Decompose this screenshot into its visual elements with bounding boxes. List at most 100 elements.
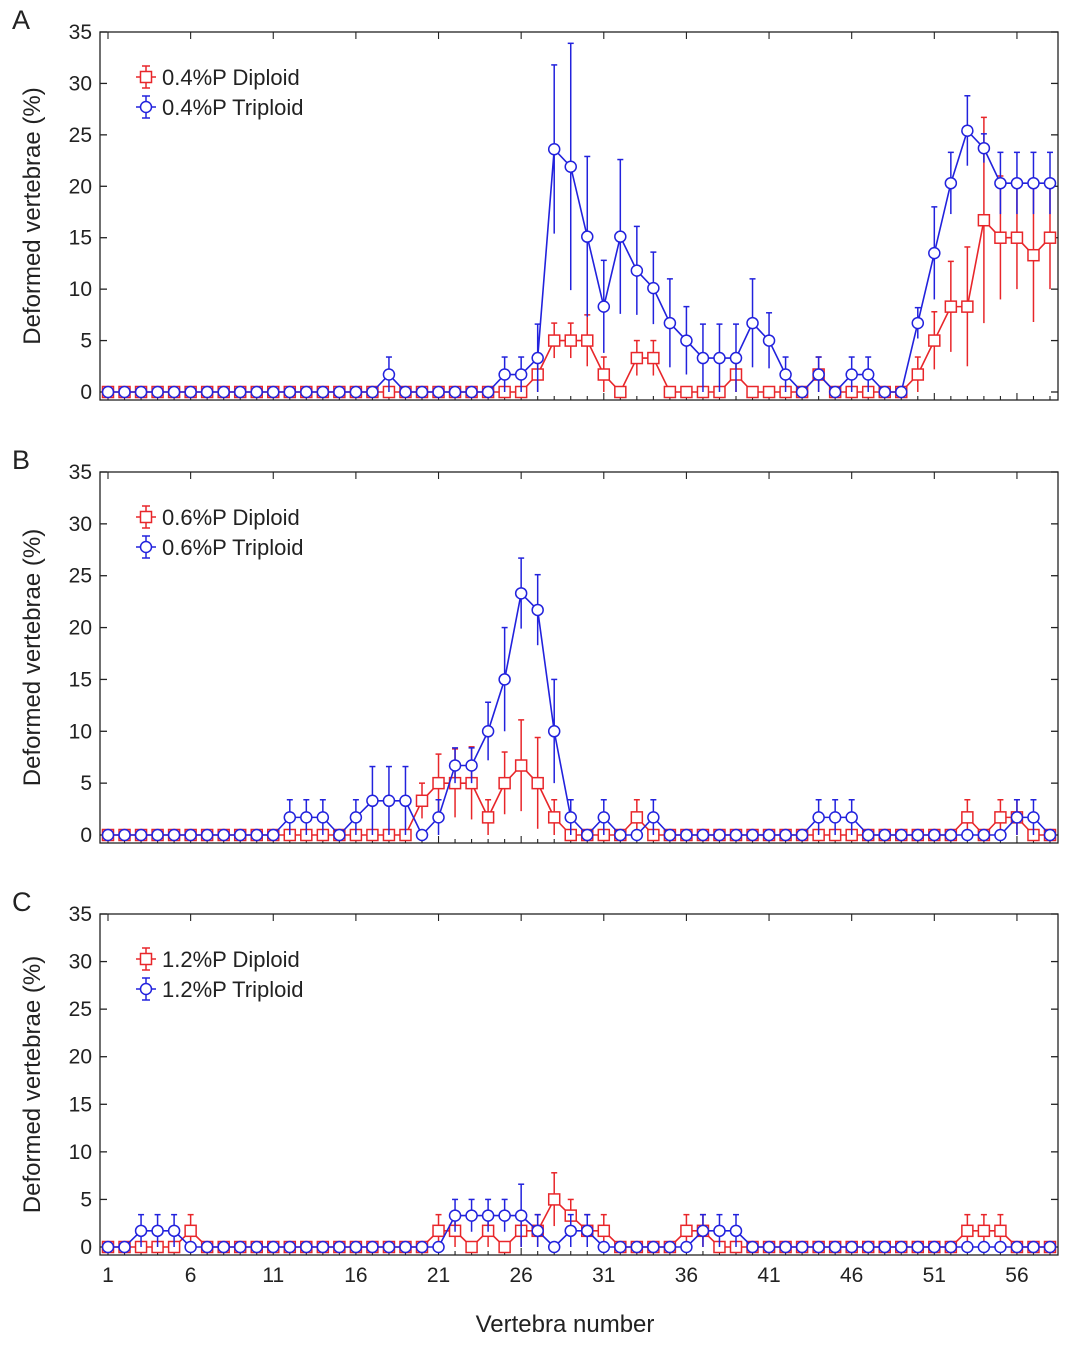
panel-c-letter: C	[12, 887, 32, 917]
panel-a-series-diploid-point	[1027, 248, 1040, 262]
panel-a-series-diploid-point	[928, 334, 941, 347]
panel-b-series-triploid-point	[911, 828, 925, 842]
panel-c-series-triploid-point	[267, 1240, 280, 1254]
panel-a-series-diploid-point	[630, 351, 644, 365]
panel-a-series-triploid-point	[845, 368, 858, 381]
panel-b-series-triploid-point	[531, 603, 544, 617]
panel-a-series-diploid-point	[1010, 231, 1024, 244]
panel-c-series-triploid-point	[333, 1240, 346, 1254]
panel-b-y-tick-label: 25	[69, 565, 92, 588]
panel-c-x-tick-label: 46	[840, 1264, 863, 1287]
panel-c-series-triploid-point	[779, 1240, 792, 1254]
panel-c-series-triploid-point	[614, 1240, 627, 1254]
panel-a-series-diploid-point	[1043, 231, 1057, 244]
panel-c-series-diploid-point	[597, 1224, 611, 1238]
panel-a-series-triploid-point	[250, 385, 263, 399]
panel-a-series-triploid-point	[795, 385, 809, 399]
panel-b-y-tick-label: 0	[80, 824, 92, 847]
panel-b-series-triploid-point	[994, 828, 1007, 842]
panel-a-series-triploid-point	[564, 160, 577, 173]
panel-a-series-diploid-point	[663, 385, 677, 399]
panel-c-series-triploid-point	[547, 1240, 561, 1254]
panel-b-series-triploid	[101, 557, 1057, 842]
panel-a-legend-diploid-label: 0.4%P Diploid	[162, 65, 300, 90]
panel-a-series-triploid-point	[729, 351, 743, 365]
panel-b-series-triploid-point	[696, 828, 710, 842]
panel-b-y-tick-label: 35	[69, 461, 92, 484]
panel-a-series-triploid-point	[101, 385, 115, 399]
panel-b-series-triploid-point	[729, 828, 743, 842]
panel-c-series-triploid-point	[184, 1240, 197, 1254]
panel-c-x-tick-label: 36	[675, 1264, 698, 1287]
panel-c-series-diploid-point	[184, 1224, 197, 1238]
panel-b-series-diploid-point	[547, 811, 561, 824]
panel-b-series-diploid-point	[481, 811, 495, 824]
panel-b-series-triploid-point	[630, 828, 644, 842]
panel-c-series-triploid	[101, 1183, 1057, 1254]
panel-b-y-tick-label: 10	[69, 720, 92, 743]
x-axis-title: Vertebra number	[476, 1311, 655, 1338]
panel-a-series-triploid	[101, 42, 1057, 399]
panel-c-x-tick-label: 26	[509, 1264, 532, 1287]
panel-b-series-triploid-point	[861, 828, 875, 842]
panel-c-series-triploid-point	[713, 1224, 726, 1238]
panel-a-chart: 0 5 10 15 20 25 30 35 A Deformed vertebrae (%) 0.4…	[12, 5, 1059, 404]
panel-a-series-diploid-point	[680, 385, 693, 399]
panel-c-series-triploid-point	[118, 1240, 131, 1254]
panel-c-series-triploid-point	[415, 1240, 429, 1254]
panel-c-series-triploid-point	[994, 1240, 1007, 1254]
panel-c-series-triploid-point	[349, 1240, 363, 1254]
panel-a-y-tick-label: 35	[69, 21, 92, 44]
panel-c-legend-diploid-label: 1.2%P Diploid	[162, 947, 300, 972]
panel-a-series-triploid-point	[994, 176, 1007, 190]
panel-b-series-triploid-point	[547, 725, 561, 738]
panel-b-series-triploid-point	[250, 828, 263, 842]
panel-a-series-triploid-point	[647, 281, 660, 295]
panel-b-series-triploid-point	[118, 828, 131, 842]
panel-b-series-triploid-point	[944, 828, 958, 842]
panel-a-series-triploid-point	[581, 230, 594, 243]
panel-b-y-tick-label: 15	[69, 668, 92, 691]
panel-a-y-axis-title: Deformed vertebrae (%)	[19, 87, 46, 344]
panel-b-series-triploid-point	[200, 828, 214, 842]
panel-a-series-diploid-point	[911, 368, 925, 381]
panel-b-series-triploid-point	[762, 828, 776, 842]
panel-b-legend-triploid-label: 0.6%P Triploid	[162, 535, 303, 560]
panel-c-series-triploid-point	[134, 1224, 148, 1238]
panel-a-series-triploid-point	[696, 351, 710, 365]
panel-a-series-triploid-point	[762, 334, 776, 347]
panel-c-x-tick-label: 21	[427, 1264, 450, 1287]
panel-a-series-triploid-point	[167, 385, 181, 399]
panel-a-series-triploid-point	[134, 385, 148, 399]
panel-a-series-triploid-point	[812, 368, 825, 381]
panel-a-series-triploid-point	[118, 385, 131, 399]
panel-c-series-triploid-point	[581, 1224, 594, 1238]
panel-b-chart: 0 5 10 15 20 25 30 35 B Deformed vertebrae (%) 0.6…	[12, 445, 1059, 847]
panel-a-legend-triploid-marker	[139, 100, 153, 114]
panel-c-y-tick-label: 20	[69, 1046, 92, 1069]
panel-b-series-triploid-point	[928, 828, 941, 842]
panel-c-series-triploid-point	[696, 1224, 710, 1238]
panel-c-series-diploid-point	[994, 1224, 1007, 1238]
panel-a-series-triploid-point	[878, 385, 891, 399]
panel-a-series-triploid-point	[316, 385, 330, 399]
panel-a-series-diploid-point	[944, 300, 958, 313]
panel-c-series-triploid-point	[283, 1240, 297, 1254]
panel-c-y-axis-title: Deformed vertebrae (%)	[19, 956, 46, 1213]
panel-b-series-diploid-point	[514, 759, 528, 772]
panel-b-y-tick-label: 20	[69, 617, 92, 640]
panel-c-y-tick-label: 10	[69, 1141, 92, 1164]
panel-a-series-diploid-point	[647, 351, 660, 365]
panel-a-series-triploid-point	[1043, 176, 1057, 190]
panel-a-y-tick-label: 10	[69, 278, 92, 301]
panel-b-series-triploid-point	[878, 828, 891, 842]
panel-b-series-triploid-point	[283, 811, 297, 824]
panel-a-series-triploid-point	[597, 300, 611, 313]
panel-a-series-diploid-point	[547, 334, 561, 347]
panel-a-y-tick-label: 20	[69, 175, 92, 198]
panel-c-series-triploid-point	[382, 1240, 396, 1254]
panel-b-series-triploid-point	[812, 811, 825, 824]
panel-b-plot-frame	[99, 471, 1059, 844]
panel-a-series-triploid-point	[382, 368, 396, 381]
panel-c-series-triploid-point	[1043, 1240, 1057, 1254]
